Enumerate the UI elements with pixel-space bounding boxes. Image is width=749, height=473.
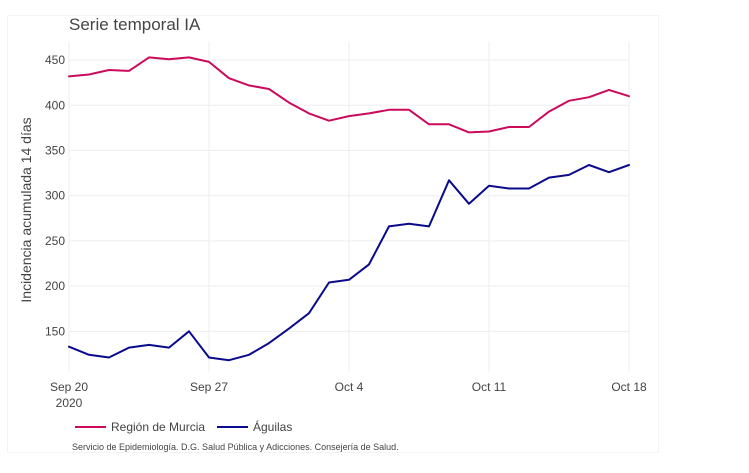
y-tick-label: 150 — [45, 324, 65, 338]
legend-label: Región de Murcia — [111, 420, 205, 434]
chart-title: Serie temporal IA — [69, 15, 201, 34]
legend-item-region-de-murcia[interactable]: Región de Murcia — [75, 420, 205, 434]
y-tick-label: 300 — [45, 189, 65, 203]
y-tick-label: 450 — [45, 53, 65, 67]
x-tick-label: Oct 18 — [611, 380, 647, 394]
legend-label: Águilas — [253, 419, 292, 434]
legend[interactable]: Región de Murcia Águilas — [75, 419, 292, 434]
series-lines — [68, 56, 630, 362]
series-line-aguilas[interactable] — [68, 164, 630, 362]
x-axis-ticks: Sep 20 2020 Sep 27 Oct 4 Oct 11 Oct 18 — [50, 380, 647, 410]
legend-item-aguilas[interactable]: Águilas — [217, 419, 292, 434]
x-tick-label: Oct 4 — [335, 380, 364, 394]
x-tick-year-label: 2020 — [56, 396, 83, 410]
y-tick-label: 250 — [45, 234, 65, 248]
y-axis-ticks: 150 200 250 300 350 400 450 — [45, 53, 65, 338]
y-axis-title: Incidencia acumulada 14 días — [18, 117, 34, 302]
grid — [68, 42, 630, 372]
y-tick-label: 200 — [45, 279, 65, 293]
series-line-region-de-murcia[interactable] — [68, 56, 630, 134]
x-tick-label: Sep 20 — [50, 380, 88, 394]
x-tick-label: Sep 27 — [190, 380, 228, 394]
chart-panel — [8, 16, 658, 452]
y-tick-label: 350 — [45, 143, 65, 157]
y-tick-label: 400 — [45, 98, 65, 112]
x-tick-label: Oct 11 — [472, 380, 507, 394]
source-note: Servicio de Epidemiología. D.G. Salud Pú… — [72, 442, 399, 452]
